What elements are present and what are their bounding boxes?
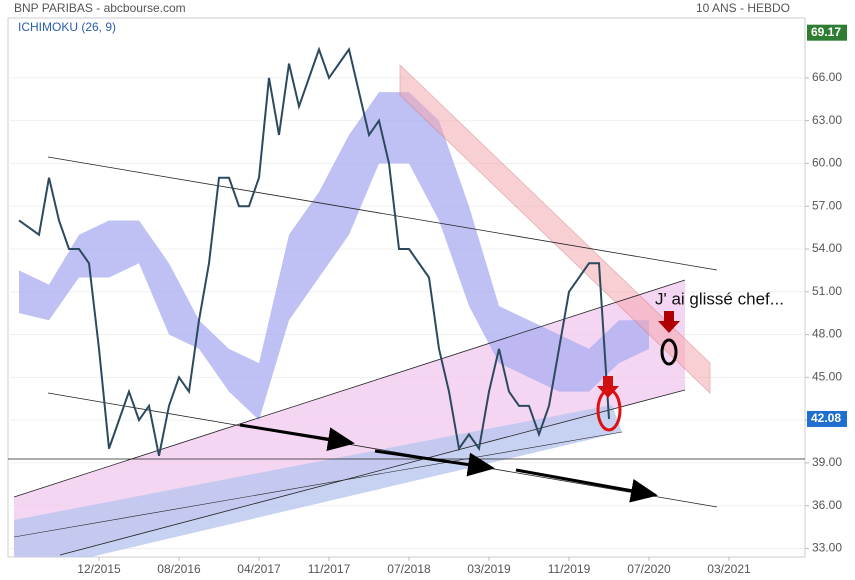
circle-mark [596,388,622,432]
y-tick-label: 60.00 [812,156,842,170]
x-tick-label: 03/2021 [707,562,751,576]
x-tick-label: 04/2017 [237,562,281,576]
y-tick-label: 45.00 [812,370,842,384]
y-tick-label: 54.00 [812,241,842,255]
trend-line [13,431,623,538]
y-tick-label: 36.00 [812,498,842,512]
y-tick-label: 66.00 [812,70,842,84]
x-tick-label: 07/2020 [627,562,671,576]
arrow [515,468,658,503]
trend-line [13,279,686,498]
value-marker-label: 42.08 [811,411,841,425]
chart-title: BNP PARIBAS - abcbourse.com [14,1,186,15]
x-tick-label: 07/2018 [387,562,431,576]
annotation-text: J' ai glissé chef... [655,289,784,308]
value-marker [807,24,847,41]
falling-channel [399,64,711,394]
circle-mark [660,338,678,366]
value-marker-label: 69.17 [811,25,841,39]
down-arrow [658,311,680,333]
x-tick-label: 11/2017 [308,562,351,576]
down-arrow [597,376,619,398]
trend-line [47,392,718,508]
arrow [374,449,495,477]
price-line [18,46,610,456]
arrow [239,423,355,452]
x-tick-label: 08/2016 [157,562,201,576]
ichimoku-cloud [19,92,649,421]
x-tick-label: 03/2019 [467,562,511,576]
indicator-label: ICHIMOKU (26, 9) [18,20,116,34]
y-tick-label: 63.00 [812,113,842,127]
chart-subtitle: 10 ANS - HEBDO [696,1,790,15]
value-marker [807,410,847,427]
inner-channel [14,405,622,557]
x-tick-label: 11/2019 [548,562,591,576]
y-tick-label: 57.00 [812,198,842,212]
drawings-top [8,64,805,556]
trend-line [59,389,686,556]
y-tick-label: 39.00 [812,455,842,469]
y-tick-label: 51.00 [812,284,842,298]
y-tick-label: 33.00 [812,541,842,555]
x-tick-label: 12/2015 [77,562,121,576]
trend-line [47,156,718,271]
annotations: J' ai glissé chef... [239,289,784,503]
y-tick-label: 48.00 [812,327,842,341]
